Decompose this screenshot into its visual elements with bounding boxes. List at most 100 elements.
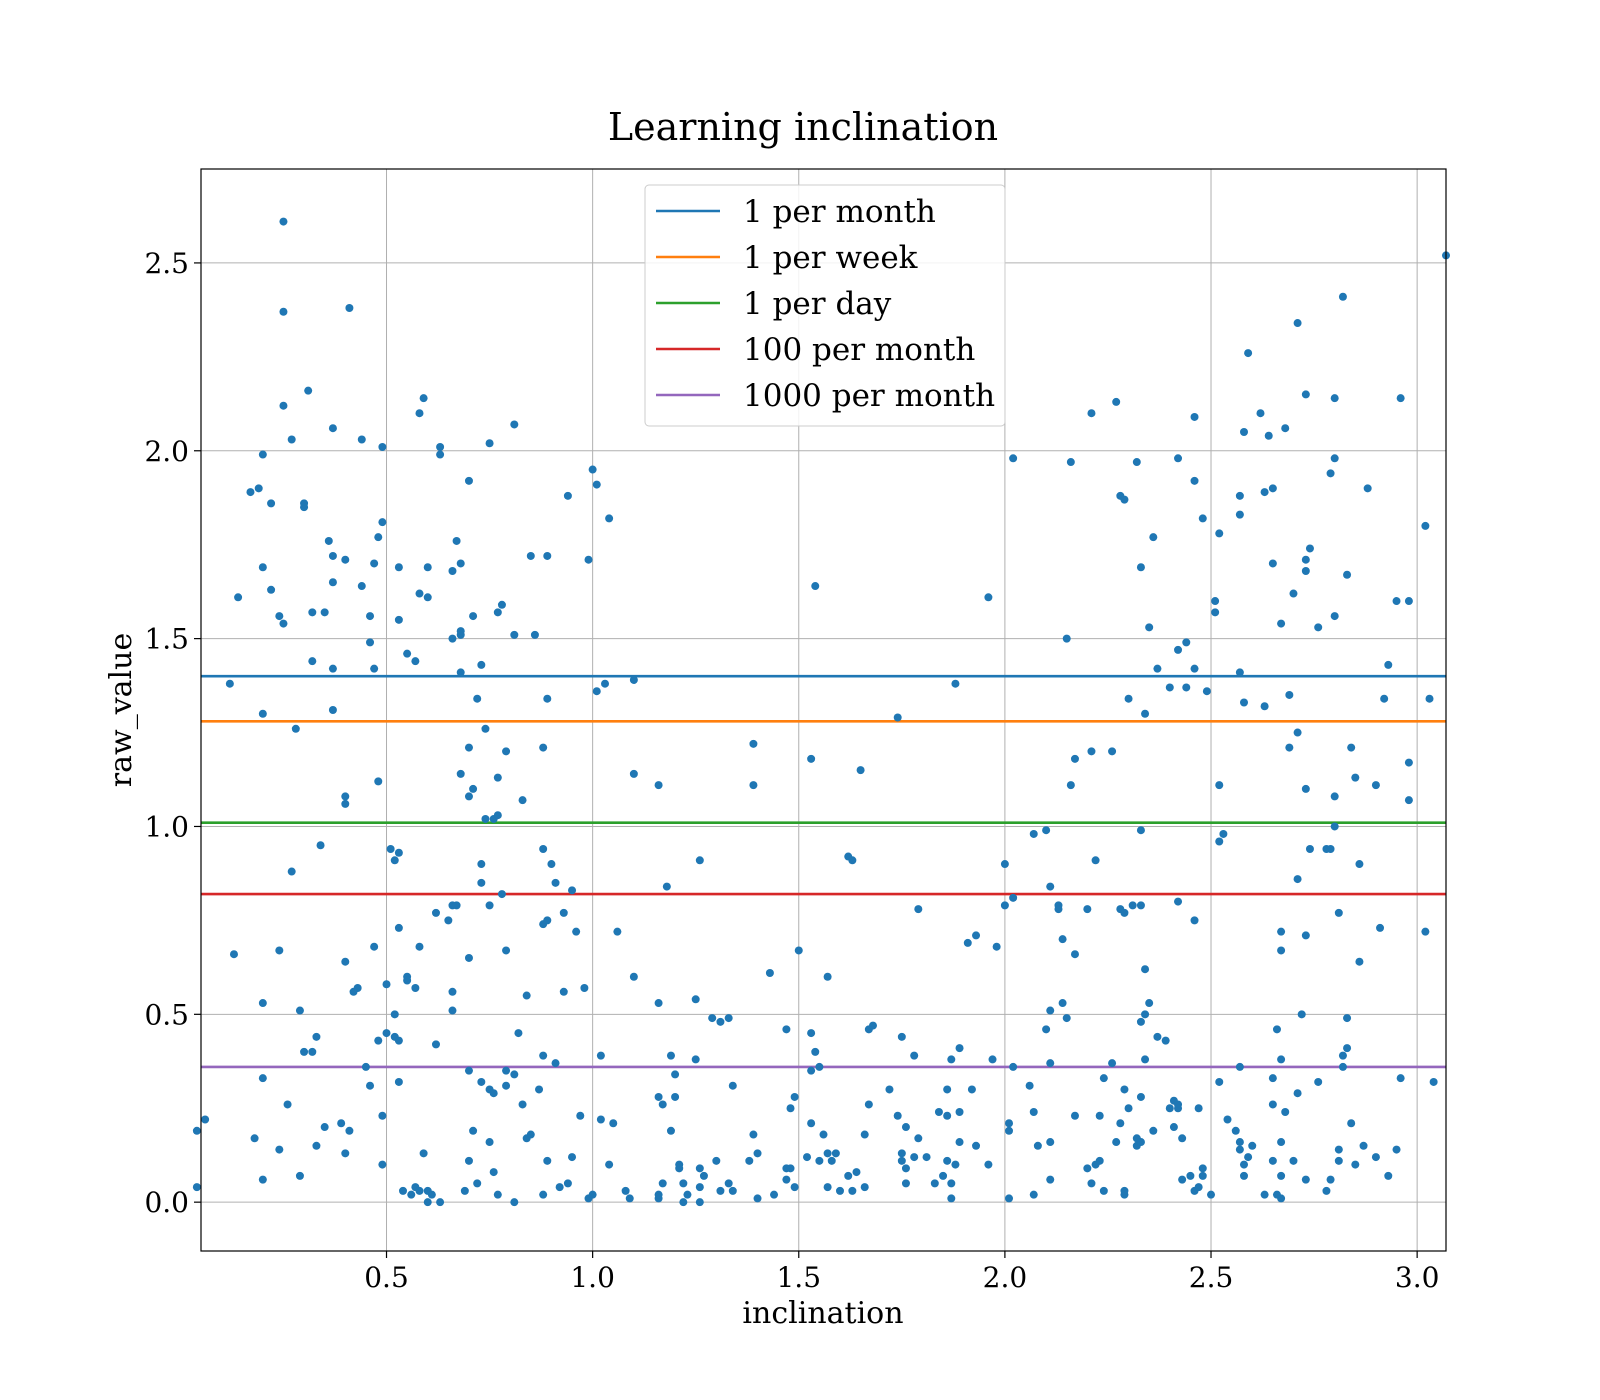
data-point [399, 1186, 408, 1195]
data-point [1108, 747, 1117, 756]
data-point [497, 600, 506, 609]
data-point [518, 1100, 527, 1109]
data-point [234, 593, 243, 602]
data-point [1174, 1104, 1183, 1113]
data-point [972, 1141, 981, 1150]
data-point [1343, 1014, 1352, 1023]
data-point [807, 754, 816, 763]
data-point [427, 1190, 436, 1199]
data-point [724, 1179, 733, 1188]
x-axis-label: inclination [742, 1296, 903, 1331]
data-point [901, 1123, 910, 1132]
data-point [1334, 908, 1343, 917]
data-point [1042, 1025, 1051, 1034]
data-point [1005, 1126, 1014, 1135]
data-point [1235, 1062, 1244, 1071]
data-point [382, 1029, 391, 1038]
data-point [1194, 1183, 1203, 1192]
data-point [914, 1134, 923, 1143]
data-point [934, 1107, 943, 1116]
legend-label: 1000 per month [743, 378, 995, 414]
data-point [415, 589, 424, 598]
data-point [415, 942, 424, 951]
data-point [477, 878, 486, 887]
data-point [464, 1066, 473, 1075]
data-point [930, 1179, 939, 1188]
data-point [1264, 431, 1273, 440]
data-point [790, 1092, 799, 1101]
data-point [563, 1179, 572, 1188]
data-point [1095, 1111, 1104, 1120]
data-point [1124, 694, 1133, 703]
data-point [770, 1190, 779, 1199]
data-point [1025, 1081, 1034, 1090]
data-point [415, 409, 424, 418]
data-point [312, 1141, 321, 1150]
data-point [621, 1186, 630, 1195]
legend-label: 100 per month [743, 332, 975, 368]
data-point [885, 1085, 894, 1094]
data-point [897, 1156, 906, 1165]
data-point [1066, 458, 1075, 467]
y-tick-label: 0.5 [144, 998, 189, 1031]
data-point [464, 792, 473, 801]
data-point [493, 608, 502, 617]
data-point [666, 1126, 675, 1135]
data-point [1343, 570, 1352, 579]
data-point [535, 1085, 544, 1094]
data-point [1239, 1171, 1248, 1180]
data-point [547, 860, 556, 869]
data-point [596, 1051, 605, 1060]
data-point [1005, 1119, 1014, 1128]
data-point [551, 1059, 560, 1068]
data-point [943, 1085, 952, 1094]
data-point [510, 1198, 519, 1207]
data-point [848, 856, 857, 865]
data-point [469, 784, 478, 793]
data-point [1198, 1171, 1207, 1180]
data-point [1289, 1156, 1298, 1165]
data-point [370, 559, 379, 568]
data-point [856, 766, 865, 775]
plot-area [200, 168, 1447, 1252]
data-point [419, 394, 428, 403]
data-point [679, 1179, 688, 1188]
data-point [1165, 1104, 1174, 1113]
data-point [1095, 1156, 1104, 1165]
data-point [654, 999, 663, 1008]
data-point [1132, 458, 1141, 467]
data-point [316, 841, 325, 850]
data-point [1338, 1062, 1347, 1071]
data-point [225, 679, 234, 688]
data-point [464, 476, 473, 485]
x-tick-label: 0.5 [364, 1261, 409, 1294]
data-point [1087, 409, 1096, 418]
data-point [514, 1029, 523, 1038]
data-point [1178, 1134, 1187, 1143]
data-point [811, 1047, 820, 1056]
data-point [1235, 510, 1244, 519]
data-point [1293, 319, 1302, 328]
data-point [423, 563, 432, 572]
data-point [469, 1126, 478, 1135]
data-point [1235, 1145, 1244, 1154]
data-point [695, 1164, 704, 1173]
data-point [1046, 1059, 1055, 1068]
data-point [654, 1190, 663, 1199]
data-point [1054, 905, 1063, 914]
data-point [267, 585, 276, 594]
data-point [1404, 597, 1413, 606]
data-point [588, 465, 597, 474]
data-point [811, 582, 820, 591]
data-point [1355, 957, 1364, 966]
data-point [320, 608, 329, 617]
data-point [1136, 826, 1145, 835]
data-point [1347, 743, 1356, 752]
data-point [605, 514, 614, 523]
data-point [502, 1081, 511, 1090]
data-point [1244, 1153, 1253, 1162]
data-point [671, 1092, 680, 1101]
data-point [819, 1130, 828, 1139]
data-point [1046, 1175, 1055, 1184]
data-point [1326, 469, 1335, 478]
